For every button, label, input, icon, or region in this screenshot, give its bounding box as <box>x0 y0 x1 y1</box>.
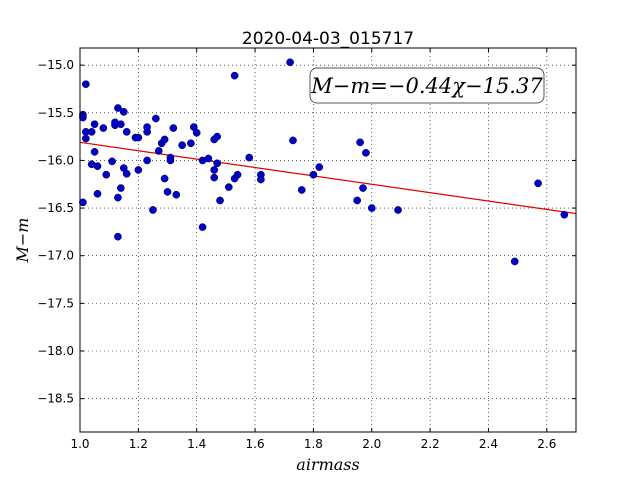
x-tick-label: 2.2 <box>421 437 440 451</box>
data-point <box>143 128 151 136</box>
x-tick-label: 1.0 <box>70 437 89 451</box>
data-point <box>81 80 90 89</box>
data-point <box>81 134 90 143</box>
data-point <box>187 139 195 148</box>
data-point <box>198 223 207 231</box>
x-tick-label: 1.6 <box>246 437 265 451</box>
data-point <box>286 58 294 67</box>
data-point <box>230 71 239 80</box>
data-point <box>210 173 219 182</box>
data-point <box>362 148 370 157</box>
data-point <box>122 169 131 178</box>
data-point <box>534 179 542 188</box>
data-point <box>102 170 111 179</box>
grid <box>79 48 576 432</box>
data-point <box>233 170 242 179</box>
data-point <box>216 196 224 205</box>
y-tick-label: −16.0 <box>37 153 74 167</box>
data-point <box>152 114 160 123</box>
x-tick-label: 1.8 <box>304 437 323 451</box>
data-point <box>134 166 143 174</box>
data-point <box>87 128 96 136</box>
data-point <box>93 162 102 171</box>
plot-area <box>79 47 577 433</box>
x-tick-labels: 1.0 1.2 1.4 1.6 1.8 2.0 2.2 2.4 2.6 <box>70 437 556 451</box>
data-point <box>510 257 519 266</box>
data-point <box>119 107 128 116</box>
data-point <box>114 193 122 202</box>
data-point <box>134 133 143 142</box>
fit-line-group <box>79 141 577 215</box>
data-point <box>210 166 219 174</box>
data-point <box>297 186 306 194</box>
data-point <box>367 204 376 212</box>
data-point <box>143 156 151 165</box>
data-point <box>560 210 569 219</box>
data-point <box>356 138 364 147</box>
scatter-points <box>79 58 569 266</box>
data-point <box>90 120 99 129</box>
data-point <box>79 198 87 207</box>
y-tick-label: −15.0 <box>37 58 74 72</box>
data-point <box>192 128 201 137</box>
x-tick-label: 2.4 <box>479 437 498 451</box>
fit-line <box>79 141 577 215</box>
data-point <box>99 124 108 132</box>
data-point <box>114 104 122 112</box>
x-tick-label: 2.6 <box>537 437 556 451</box>
data-point <box>257 175 265 184</box>
data-point <box>172 190 181 199</box>
data-point <box>90 148 99 156</box>
data-point <box>289 136 297 145</box>
data-point <box>149 206 157 214</box>
y-tick-label: −17.0 <box>37 249 74 263</box>
data-point <box>114 232 122 241</box>
annotation-text: M−m=−0.44χ−15.37 <box>310 74 543 98</box>
data-point <box>213 159 221 168</box>
y-tick-label: −16.5 <box>37 201 74 215</box>
data-point <box>359 184 367 192</box>
data-point <box>169 124 178 132</box>
data-point <box>108 157 116 166</box>
data-point <box>79 113 87 122</box>
data-point <box>178 141 186 150</box>
y-tick-label: −17.5 <box>37 296 74 310</box>
data-point <box>353 196 362 205</box>
y-tick-label: −18.0 <box>37 344 74 358</box>
x-tick-label: 2.0 <box>362 437 381 451</box>
data-point <box>224 183 233 191</box>
chart-title: 2020-04-03_015717 <box>242 29 414 49</box>
data-point <box>315 163 324 171</box>
y-tick-label: −15.5 <box>37 106 74 120</box>
data-point <box>160 174 169 183</box>
data-point <box>160 135 169 144</box>
x-tick-label: 1.2 <box>129 437 148 451</box>
annotation-box <box>309 67 545 104</box>
data-point <box>116 184 125 192</box>
data-point <box>245 153 254 162</box>
x-axis-label: airmass <box>296 455 359 474</box>
data-point <box>394 206 402 214</box>
data-point <box>154 147 163 155</box>
x-tick-label: 1.4 <box>187 437 206 451</box>
plot-background <box>80 48 576 432</box>
data-point <box>116 120 125 129</box>
data-point <box>309 170 318 179</box>
data-point <box>163 188 172 196</box>
plot-frame <box>79 47 577 433</box>
y-tick-label: −18.5 <box>37 392 74 406</box>
y-tick-labels: −15.0 −15.5 −16.0 −16.5 −17.0 −17.5 −18.0 −18.5 <box>37 58 74 405</box>
y-axis-label: M−m <box>13 218 32 264</box>
data-point <box>93 189 102 198</box>
data-point <box>213 132 221 141</box>
data-point <box>122 128 131 136</box>
data-point <box>204 154 213 163</box>
fit-annotation: M−m=−0.44χ−15.37 <box>309 67 545 104</box>
data-point <box>166 156 175 165</box>
tick-marks <box>79 48 576 432</box>
